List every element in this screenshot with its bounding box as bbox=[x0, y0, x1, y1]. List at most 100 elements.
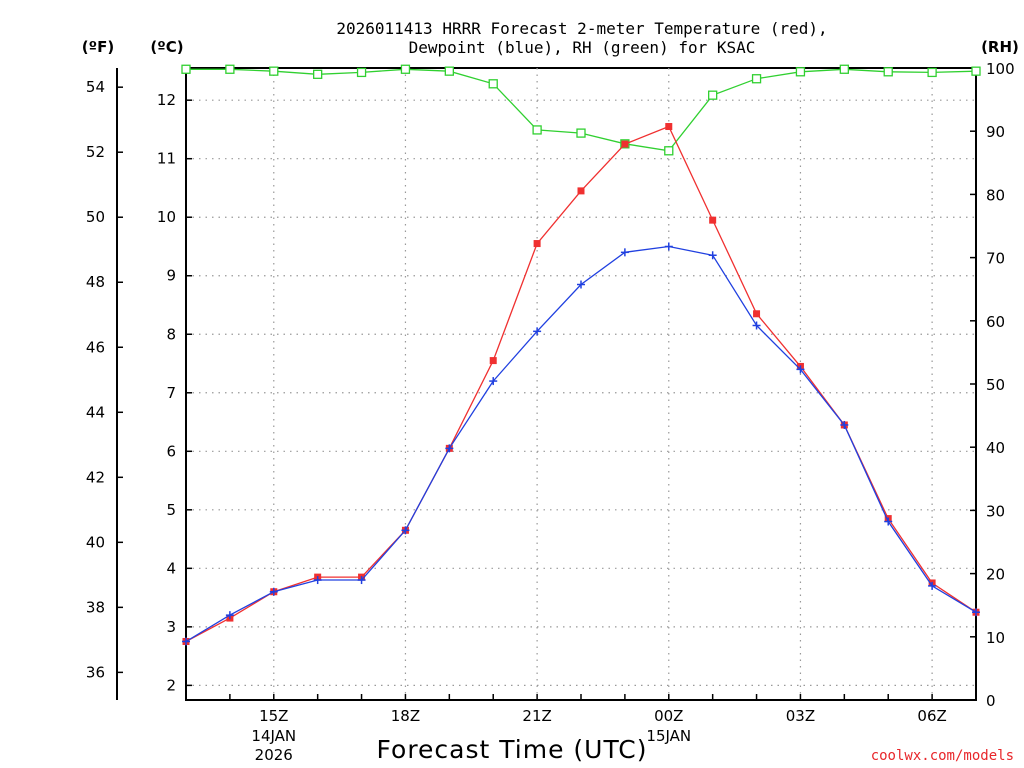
temperature-line bbox=[185, 125, 977, 643]
celsius-tick-label-7: 7 bbox=[166, 384, 176, 402]
fahrenheit-tick-label-36: 36 bbox=[86, 663, 105, 681]
celsius-tick-label-12: 12 bbox=[157, 91, 176, 109]
rh-tick-label-80: 80 bbox=[986, 186, 1005, 204]
fahrenheit-tick-label-52: 52 bbox=[86, 143, 105, 161]
celsius-tick-label-4: 4 bbox=[166, 559, 176, 577]
rh-tick-label-60: 60 bbox=[986, 313, 1005, 331]
dewpoint-point-7 bbox=[489, 377, 498, 386]
dewpoint-point-11 bbox=[664, 242, 673, 251]
dewpoint-point-5 bbox=[401, 526, 410, 535]
fahrenheit-tick-label-38: 38 bbox=[86, 598, 105, 616]
fahrenheit-axis: 36 38 40 42 44 46 48 50 52 54 bbox=[86, 78, 123, 681]
rh-point-1 bbox=[225, 64, 235, 74]
celsius-tick-label-3: 3 bbox=[166, 618, 176, 636]
rh-tick-label-40: 40 bbox=[986, 439, 1005, 457]
chart-title-line1: 2026011413 HRRR Forecast 2-meter Tempera… bbox=[336, 19, 827, 38]
dewpoint-point-15 bbox=[840, 420, 849, 429]
dewpoint-point-17 bbox=[928, 581, 937, 590]
dewpoint-point-9 bbox=[577, 280, 585, 289]
dewpoint-point-6 bbox=[445, 444, 454, 453]
rh-tick-label-70: 70 bbox=[986, 250, 1005, 268]
fahrenheit-unit-label: (ºF) bbox=[82, 38, 114, 56]
rh-axis: 0 10 20 30 40 50 60 70 80 90 100 bbox=[970, 60, 1015, 710]
celsius-tick-label-8: 8 bbox=[166, 325, 176, 343]
fahrenheit-tick-label-40: 40 bbox=[86, 533, 105, 551]
dewpoint-point-3 bbox=[313, 576, 322, 585]
rh-tick-label-100: 100 bbox=[986, 60, 1015, 78]
rh-tick-label-20: 20 bbox=[986, 566, 1005, 584]
celsius-tick-label-6: 6 bbox=[166, 442, 176, 460]
time-tick-label-06Z: 06Z bbox=[917, 707, 946, 725]
rh-series bbox=[181, 64, 981, 156]
celsius-tick-label-10: 10 bbox=[157, 208, 176, 226]
dewpoint-point-1 bbox=[225, 611, 234, 620]
temperature-point-7 bbox=[489, 357, 497, 365]
rh-point-5 bbox=[400, 64, 411, 74]
celsius-axis: 2 3 4 5 6 7 8 9 10 11 12 bbox=[157, 91, 192, 694]
rh-point-12 bbox=[708, 90, 718, 100]
grid-lines bbox=[186, 68, 976, 700]
celsius-tick-label-2: 2 bbox=[166, 676, 176, 694]
temperature-point-12 bbox=[709, 216, 717, 224]
rh-point-16 bbox=[883, 67, 893, 77]
rh-tick-label-50: 50 bbox=[986, 376, 1005, 394]
rh-point-0 bbox=[181, 64, 191, 74]
time-tick-date-00Z: 15JAN bbox=[646, 727, 691, 745]
fahrenheit-tick-label-42: 42 bbox=[86, 468, 105, 486]
plot-frame bbox=[185, 67, 977, 701]
dewpoint-point-2 bbox=[269, 587, 278, 596]
rh-tick-label-90: 90 bbox=[986, 123, 1005, 141]
rh-point-11 bbox=[664, 146, 674, 156]
time-tick-label-15Z: 15Z bbox=[259, 707, 288, 725]
dewpoint-line bbox=[185, 245, 977, 643]
fahrenheit-tick-label-44: 44 bbox=[86, 403, 105, 421]
dewpoint-series bbox=[182, 242, 980, 646]
time-tick-label-03Z: 03Z bbox=[786, 707, 815, 725]
time-tick-year-15Z: 2026 bbox=[255, 746, 293, 764]
rh-tick-label-0: 0 bbox=[986, 692, 996, 710]
rh-point-15 bbox=[839, 64, 849, 74]
dewpoint-point-12 bbox=[708, 251, 717, 260]
rh-point-9 bbox=[576, 128, 586, 138]
fahrenheit-tick-label-50: 50 bbox=[86, 208, 105, 226]
celsius-tick-label-9: 9 bbox=[166, 267, 176, 285]
rh-point-3 bbox=[313, 69, 323, 79]
dewpoint-point-8 bbox=[533, 327, 542, 336]
rh-point-8 bbox=[532, 125, 542, 135]
rh-point-2 bbox=[269, 66, 279, 76]
x-axis-label: Forecast Time (UTC) bbox=[377, 735, 648, 764]
dewpoint-point-0 bbox=[182, 637, 190, 646]
rh-unit-label: (RH) bbox=[981, 38, 1019, 56]
rh-point-17 bbox=[927, 67, 937, 78]
dewpoint-point-14 bbox=[796, 365, 805, 374]
rh-tick-label-10: 10 bbox=[986, 629, 1005, 647]
temperature-point-8 bbox=[533, 240, 541, 248]
fahrenheit-tick-label-54: 54 bbox=[86, 78, 105, 96]
time-tick-label-18Z: 18Z bbox=[391, 707, 420, 725]
temperature-series bbox=[182, 123, 980, 645]
rh-point-14 bbox=[795, 67, 806, 77]
rh-point-18 bbox=[971, 66, 981, 76]
celsius-tick-label-11: 11 bbox=[157, 150, 176, 168]
temperature-point-11 bbox=[665, 123, 673, 131]
time-tick-date-15Z: 14JAN bbox=[251, 727, 296, 745]
dewpoint-point-10 bbox=[620, 248, 629, 257]
dewpoint-point-16 bbox=[884, 517, 893, 526]
credit-text: coolwx.com/models bbox=[871, 748, 1014, 764]
fahrenheit-tick-label-46: 46 bbox=[86, 338, 105, 356]
dewpoint-point-13 bbox=[752, 321, 761, 330]
rh-point-6 bbox=[444, 66, 454, 76]
dewpoint-point-4 bbox=[357, 576, 366, 585]
chart-title-line2: Dewpoint (blue), RH (green) for KSAC bbox=[409, 38, 756, 57]
rh-point-4 bbox=[356, 67, 367, 78]
rh-tick-label-30: 30 bbox=[986, 502, 1005, 520]
fahrenheit-tick-label-48: 48 bbox=[86, 273, 105, 291]
celsius-unit-label: (ºC) bbox=[150, 38, 183, 56]
temperature-point-10 bbox=[621, 140, 629, 148]
time-tick-label-21Z: 21Z bbox=[522, 707, 551, 725]
rh-point-13 bbox=[751, 74, 762, 84]
time-tick-label-00Z: 00Z bbox=[654, 707, 683, 725]
rh-point-7 bbox=[488, 79, 498, 89]
